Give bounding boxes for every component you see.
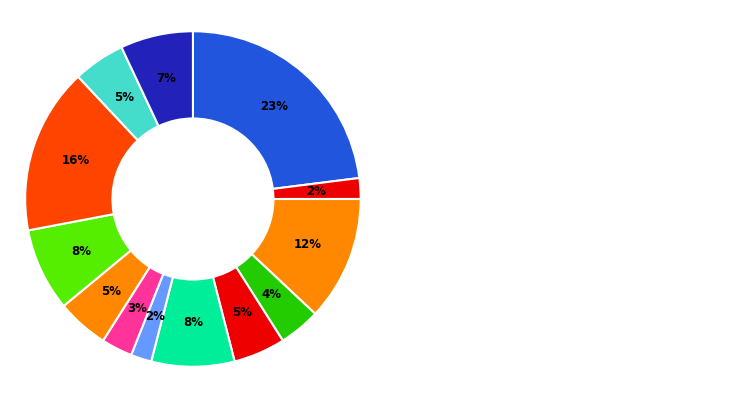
Wedge shape bbox=[122, 31, 193, 126]
Text: 2%: 2% bbox=[145, 310, 165, 323]
Text: 8%: 8% bbox=[71, 245, 91, 258]
Wedge shape bbox=[28, 214, 131, 306]
Wedge shape bbox=[131, 274, 173, 361]
Text: 5%: 5% bbox=[102, 285, 122, 298]
Wedge shape bbox=[252, 199, 361, 314]
Legend: Gastrointestina symptoms, Respiratory symptoms, Neurological/psychiatric symptom: Gastrointestina symptoms, Respiratory sy… bbox=[395, 83, 660, 315]
Text: 5%: 5% bbox=[232, 306, 252, 319]
Text: 5%: 5% bbox=[114, 90, 134, 103]
Wedge shape bbox=[64, 250, 150, 341]
Wedge shape bbox=[25, 77, 138, 230]
Text: 16%: 16% bbox=[62, 154, 90, 168]
Text: 3%: 3% bbox=[127, 302, 147, 315]
Text: 4%: 4% bbox=[261, 287, 281, 300]
Wedge shape bbox=[193, 31, 359, 189]
Wedge shape bbox=[103, 267, 163, 355]
Text: 23%: 23% bbox=[260, 100, 289, 113]
Wedge shape bbox=[213, 267, 283, 361]
Wedge shape bbox=[78, 47, 159, 140]
Text: 12%: 12% bbox=[294, 238, 321, 251]
Wedge shape bbox=[151, 277, 234, 367]
Text: 8%: 8% bbox=[183, 316, 203, 329]
Text: 2%: 2% bbox=[306, 185, 326, 198]
Wedge shape bbox=[273, 178, 361, 199]
Text: 7%: 7% bbox=[156, 72, 176, 85]
Wedge shape bbox=[236, 254, 315, 341]
